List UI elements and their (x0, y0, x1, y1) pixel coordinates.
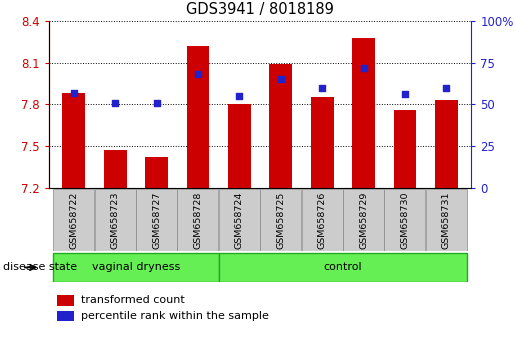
Text: GSM658728: GSM658728 (194, 192, 202, 249)
Bar (311, 97, 334, 188)
Point (401, 92, 409, 97)
Bar (435, 100, 458, 188)
Bar (219, 189, 260, 251)
Text: GSM658730: GSM658730 (401, 192, 409, 249)
Text: GSM658723: GSM658723 (111, 192, 119, 249)
Point (111, 100, 119, 105)
Bar (260, 189, 301, 251)
Bar (393, 110, 416, 188)
Point (359, 65, 368, 71)
Bar (95, 189, 135, 251)
Title: GDS3941 / 8018189: GDS3941 / 8018189 (186, 2, 334, 17)
Text: percentile rank within the sample: percentile rank within the sample (80, 311, 268, 321)
Bar (385, 189, 425, 251)
Point (194, 72, 202, 77)
Bar (53, 253, 219, 282)
Text: GSM658729: GSM658729 (359, 192, 368, 249)
Bar (228, 104, 251, 188)
Text: GSM658724: GSM658724 (235, 192, 244, 249)
Point (70, 90, 78, 96)
Text: control: control (323, 262, 362, 273)
Bar (302, 189, 342, 251)
Text: GSM658725: GSM658725 (276, 192, 285, 249)
Text: transformed count: transformed count (80, 295, 184, 305)
Bar (57, 295, 74, 306)
Bar (178, 189, 218, 251)
Point (235, 93, 244, 99)
Bar (343, 189, 384, 251)
Bar (62, 93, 85, 188)
Bar (426, 189, 467, 251)
Point (152, 100, 161, 105)
Bar (145, 157, 168, 188)
Text: vaginal dryness: vaginal dryness (92, 262, 180, 273)
Bar (136, 189, 177, 251)
Bar (269, 64, 292, 188)
Text: GSM658731: GSM658731 (442, 192, 451, 249)
Point (277, 77, 285, 82)
Text: disease state: disease state (3, 262, 77, 273)
Bar (53, 189, 94, 251)
Bar (219, 253, 467, 282)
Bar (352, 38, 375, 188)
Bar (104, 150, 127, 188)
Point (318, 85, 327, 91)
Text: GSM658726: GSM658726 (318, 192, 327, 249)
Bar (186, 46, 210, 188)
Point (442, 85, 451, 91)
Text: GSM658722: GSM658722 (69, 192, 78, 249)
Text: GSM658727: GSM658727 (152, 192, 161, 249)
Bar (57, 311, 74, 321)
